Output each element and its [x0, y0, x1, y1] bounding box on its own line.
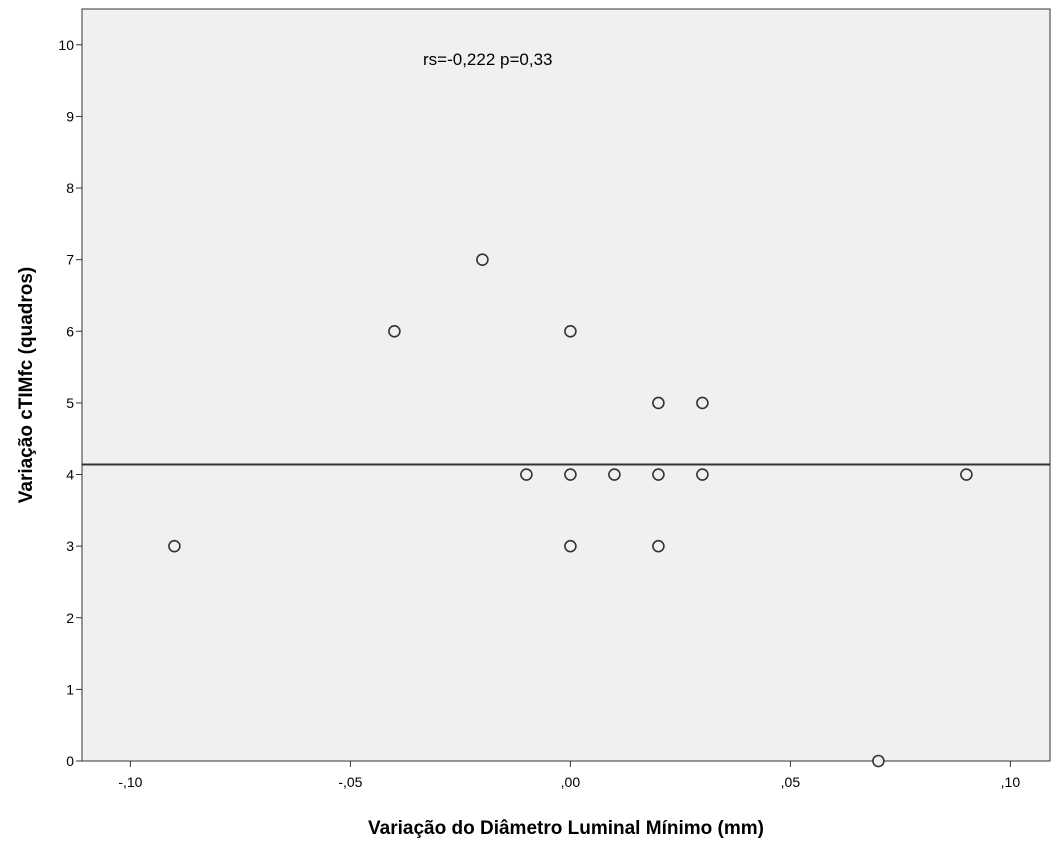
x-tick-label: -,05 — [338, 774, 362, 790]
scatter-point — [697, 469, 708, 480]
plot-area — [82, 9, 1050, 761]
scatter-point — [653, 541, 664, 552]
x-tick-label: ,10 — [1001, 774, 1021, 790]
y-tick-label: 8 — [66, 180, 74, 196]
y-tick-label: 10 — [58, 37, 74, 53]
scatter-point — [477, 254, 488, 265]
y-tick-label: 5 — [66, 395, 74, 411]
scatter-point — [565, 541, 576, 552]
scatter-point — [961, 469, 972, 480]
y-axis-title: Variação cTIMfc (quadros) — [16, 267, 37, 504]
y-tick-label: 9 — [66, 108, 74, 124]
scatter-point — [873, 756, 884, 767]
x-axis: -,10 -,05 ,00 ,05 ,10 — [118, 761, 1020, 790]
correlation-annotation: rs=-0,222 p=0,33 — [423, 50, 552, 69]
x-axis-title: Variação do Diâmetro Luminal Mínimo (mm) — [368, 818, 764, 839]
x-tick-label: ,05 — [781, 774, 801, 790]
x-tick-label: ,00 — [561, 774, 581, 790]
scatter-point — [653, 469, 664, 480]
y-tick-label: 3 — [66, 538, 74, 554]
y-tick-label: 0 — [66, 753, 74, 769]
scatter-point — [609, 469, 620, 480]
y-tick-label: 7 — [66, 252, 74, 268]
y-axis: 0 1 2 3 4 5 6 7 8 9 10 — [58, 37, 82, 769]
scatter-point — [565, 469, 576, 480]
y-tick-label: 2 — [66, 610, 74, 626]
scatter-point — [389, 326, 400, 337]
scatter-point — [653, 397, 664, 408]
scatter-point — [565, 326, 576, 337]
scatter-point — [697, 397, 708, 408]
scatter-point — [521, 469, 532, 480]
y-tick-label: 6 — [66, 323, 74, 339]
scatter-point — [169, 541, 180, 552]
y-tick-label: 4 — [66, 467, 74, 483]
y-tick-label: 1 — [66, 681, 74, 697]
x-tick-label: -,10 — [118, 774, 142, 790]
